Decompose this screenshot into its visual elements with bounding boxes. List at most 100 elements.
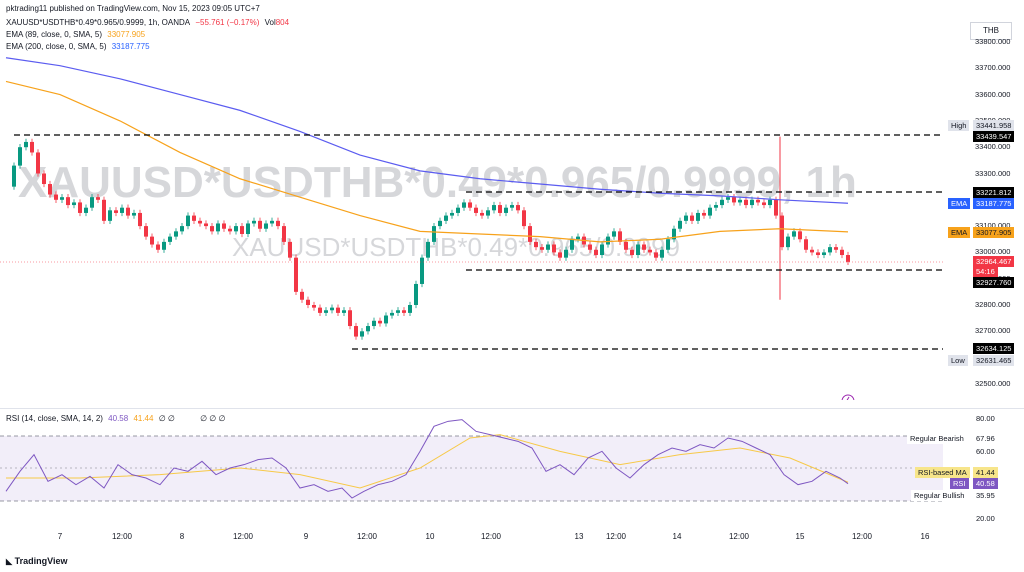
symbol-watermark: XAUUSD*USDTHB*0.49*0.965/0.9999, 1h <box>18 158 857 207</box>
bullish-value: 35.95 <box>976 491 995 500</box>
candle-body <box>594 249 598 256</box>
replay-icon[interactable] <box>841 394 855 400</box>
candle-body <box>288 241 292 258</box>
price-chart[interactable] <box>0 0 943 400</box>
time-tick: 10 <box>425 532 435 541</box>
candle-body <box>786 236 790 248</box>
currency-button[interactable]: THB <box>970 22 1012 40</box>
ema200-tag: EMA <box>948 198 971 209</box>
candle-body <box>60 197 64 200</box>
price-change: −55.761 (−0.17%) <box>195 18 260 27</box>
candle-body <box>588 244 592 250</box>
candle-body <box>408 305 412 313</box>
candle-body <box>348 310 352 327</box>
symbol-title[interactable]: XAUUSD*USDTHB*0.49*0.965/0.9999, 1h, OAN… <box>6 18 191 27</box>
candle-body <box>750 199 754 206</box>
price-tick: 33100.000 <box>975 221 1011 231</box>
pane-separator[interactable] <box>0 408 1024 409</box>
candle-body <box>312 305 316 308</box>
candle-body <box>414 283 418 305</box>
time-tick: 12:00 <box>232 532 254 541</box>
candle-body <box>240 226 244 234</box>
candle-body <box>564 249 568 258</box>
candle-body <box>96 197 100 200</box>
candle-body <box>36 152 40 174</box>
bearish-label: Regular Bearish <box>907 433 967 444</box>
candle-body <box>702 212 706 216</box>
candle-body <box>336 307 340 313</box>
ema200-legend[interactable]: EMA (200, close, 0, SMA, 5) 33187.775 <box>6 42 153 52</box>
rsi-legend[interactable]: RSI (14, close, SMA, 14, 2) 40.58 41.44 … <box>6 414 228 424</box>
candle-body <box>792 231 796 237</box>
candle-body <box>714 205 718 208</box>
candle-body <box>618 231 622 242</box>
rsi-chart[interactable] <box>0 410 943 530</box>
ema89-value: 33077.905 <box>107 30 146 39</box>
candle-body <box>90 197 94 208</box>
candle-body <box>258 220 262 229</box>
candle-body <box>552 244 556 253</box>
candle-body <box>384 315 388 324</box>
candle-body <box>804 239 808 250</box>
rsi-tick: 60.00 <box>976 447 995 457</box>
candle-body <box>768 199 772 206</box>
candle-body <box>636 244 640 256</box>
candle-body <box>828 247 832 253</box>
time-tick: 12:00 <box>851 532 873 541</box>
candle-body <box>396 310 400 313</box>
candle-body <box>186 215 190 227</box>
time-tick: 12:00 <box>111 532 133 541</box>
time-tick: 16 <box>920 532 930 541</box>
rsi-ma-value: 41.44 <box>973 467 998 478</box>
publish-info: pktrading11 published on TradingView.com… <box>6 4 260 13</box>
rsi-ma-legend-value: 41.44 <box>133 414 154 423</box>
candle-body <box>480 212 484 216</box>
candle-body <box>624 241 628 250</box>
candle-body <box>612 231 616 237</box>
candle-body <box>228 228 232 232</box>
candle-body <box>450 212 454 216</box>
candle-body <box>708 207 712 216</box>
candle-body <box>78 202 82 213</box>
symbol-legend[interactable]: XAUUSD*USDTHB*0.49*0.965/0.9999, 1h, OAN… <box>6 18 292 28</box>
time-tick: 12:00 <box>605 532 627 541</box>
candle-body <box>678 220 682 229</box>
candle-body <box>696 212 700 221</box>
candle-body <box>672 228 676 240</box>
rsi-tick: 80.00 <box>976 414 995 423</box>
candle-body <box>534 241 538 248</box>
candle-body <box>726 197 730 200</box>
candle-body <box>378 320 382 324</box>
candle-body <box>576 236 580 240</box>
candle-body <box>72 202 76 206</box>
candle-body <box>498 205 502 213</box>
candle-body <box>684 215 688 221</box>
price-tick: 32500.000 <box>975 378 1011 388</box>
candle-body <box>666 239 670 250</box>
price-tick: 33000.000 <box>975 247 1011 257</box>
candle-body <box>642 244 646 250</box>
time-tick: 14 <box>672 532 682 541</box>
candle-body <box>12 165 16 187</box>
price-tick: 32800.000 <box>975 300 1011 309</box>
price-tick: 33800.000 <box>975 37 1011 46</box>
price-tick: 33400.000 <box>975 142 1011 152</box>
candle-body <box>264 223 268 229</box>
volume-value: 804 <box>275 18 290 27</box>
candle-body <box>474 207 478 213</box>
ema89-label: EMA (89, close, 0, SMA, 5) <box>6 30 103 39</box>
ema200-axis-value: 33187.775 <box>973 198 1015 209</box>
candle-body <box>174 231 178 237</box>
candle-body <box>660 249 664 258</box>
rsi-band <box>0 436 943 501</box>
candle-body <box>150 236 154 245</box>
candle-body <box>108 210 112 221</box>
tradingview-logo[interactable]: ◣ TradingView <box>6 556 68 566</box>
rsi-value: 40.58 <box>973 478 998 489</box>
ema89-legend[interactable]: EMA (89, close, 0, SMA, 5) 33077.905 <box>6 30 148 40</box>
candle-body <box>138 212 142 227</box>
candle-body <box>42 173 46 185</box>
tradingview-icon: ◣ <box>6 557 13 566</box>
time-axis[interactable]: 7 12:00 8 12:00 9 12:00 10 12:00 13 12:00 14 12:00 1… <box>0 532 1024 548</box>
ema200-label: EMA (200, close, 0, SMA, 5) <box>6 42 107 51</box>
